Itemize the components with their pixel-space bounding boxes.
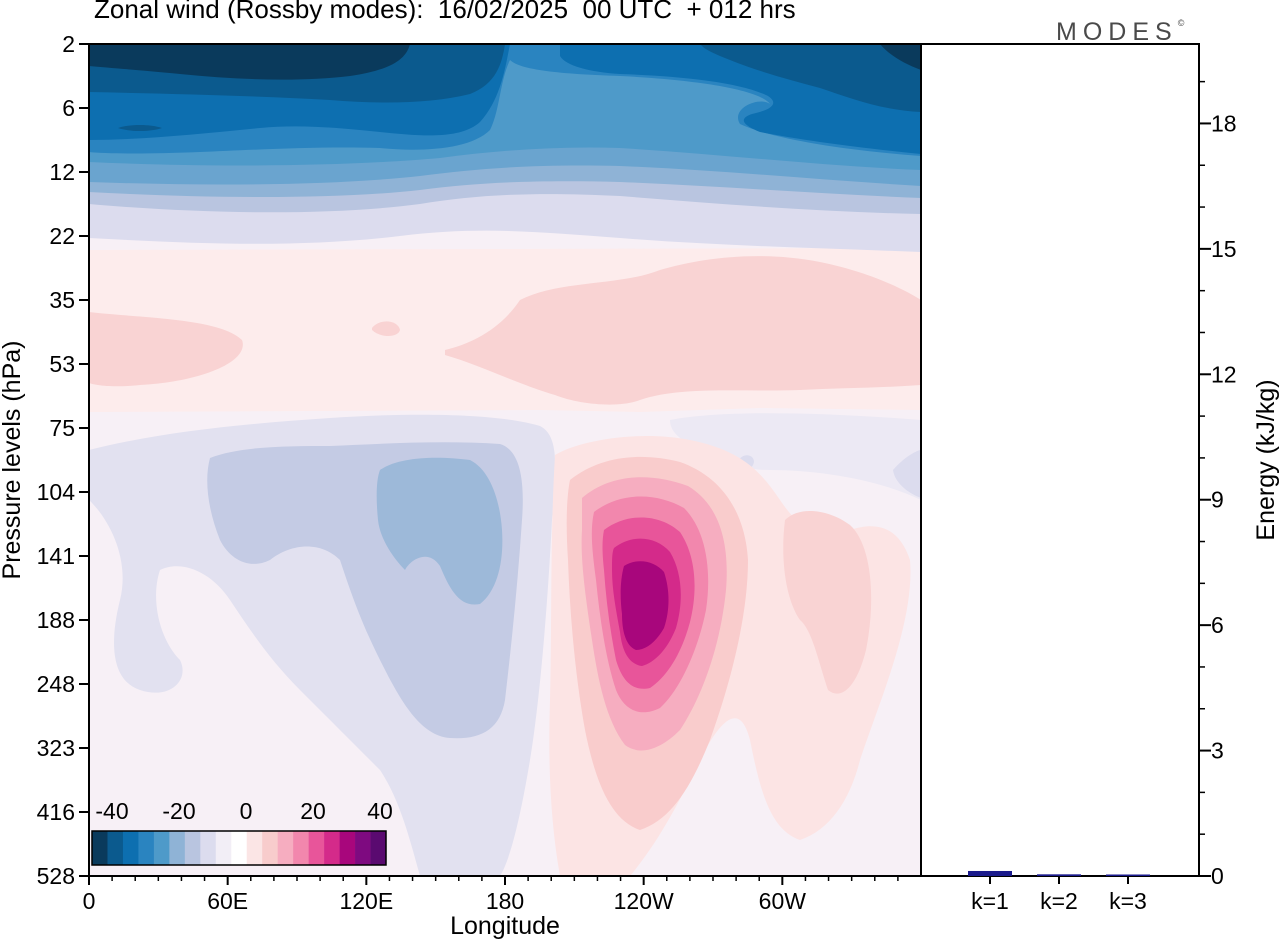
- y-tick-label: 2: [62, 31, 75, 57]
- contour-lavender-edge: [893, 450, 921, 498]
- contour-blue-level-9b: [880, 44, 921, 70]
- colorbar-swatch: [138, 831, 155, 865]
- contour-jet-east-patch: [783, 510, 872, 694]
- colorbar-swatch: [277, 831, 294, 865]
- energy-y-axis: 0 3 6 9 12 15 18: [1199, 80, 1237, 889]
- contour-jet-core: [620, 561, 669, 650]
- x-tick-label: 60E: [207, 888, 248, 914]
- energy-bar: [1106, 874, 1150, 876]
- contour-lavender-east: [670, 413, 921, 500]
- energy-tick-label: 18: [1211, 110, 1237, 136]
- y-tick-label: 323: [37, 735, 75, 761]
- y-tick-label: 35: [49, 287, 75, 313]
- colorbar-swatch: [107, 831, 124, 865]
- chart-title: Zonal wind (Rossby modes): 16/02/2025 00…: [94, 0, 796, 24]
- x-tick-label: 60W: [759, 888, 807, 914]
- energy-tick-label: 12: [1211, 361, 1237, 387]
- y-tick-label: 75: [49, 415, 75, 441]
- colorbar-swatch: [231, 831, 248, 865]
- x-tick-label: 120E: [339, 888, 393, 914]
- y-tick-label: 53: [49, 351, 75, 377]
- colorbar-tick-label: 40: [367, 798, 393, 824]
- x-tick-label: 120W: [614, 888, 674, 914]
- y-tick-label: 141: [37, 543, 75, 569]
- colorbar-swatch: [324, 831, 340, 865]
- contour-blue-streak: [118, 125, 162, 131]
- energy-bar: [968, 870, 1012, 876]
- y-tick-label: 22: [49, 223, 75, 249]
- colorbar-swatch: [153, 831, 170, 865]
- y-axis: 2 6 12 22 35 53 75 104 141 188 248 323 416 528: [37, 31, 89, 889]
- energy-panel-frame: [920, 43, 1200, 877]
- modes-logo: MODES©: [1056, 18, 1184, 47]
- y-tick-label: 12: [49, 159, 75, 185]
- contour-steelblue-region: [376, 457, 503, 605]
- colorbar-tick-labels: -40 -20 0 20 40: [95, 798, 392, 824]
- energy-category-label: k=2: [1040, 888, 1078, 914]
- x-axis-label: Longitude: [450, 912, 560, 940]
- colorbar-swatch: [200, 831, 217, 865]
- colorbar-swatch: [92, 831, 108, 865]
- colorbar-swatch: [246, 831, 263, 865]
- energy-category-label: k=3: [1109, 888, 1147, 914]
- energy-category-label: k=1: [971, 888, 1009, 914]
- y-tick-label: 416: [37, 799, 75, 825]
- y-tick-label: 248: [37, 671, 75, 697]
- energy-tick-label: 3: [1211, 738, 1224, 764]
- colorbar-swatch: [308, 831, 325, 865]
- contour-field: [89, 44, 921, 876]
- brand-name: MODES: [1056, 18, 1178, 46]
- contour-pink-blob: [372, 321, 400, 336]
- energy-tick-label: 0: [1211, 863, 1224, 889]
- colorbar: [91, 830, 387, 866]
- x-tick-label: 180: [486, 888, 524, 914]
- energy-tick-label: 6: [1211, 612, 1224, 638]
- colorbar-tick-label: -40: [95, 798, 128, 824]
- x-tick-label: 0: [83, 888, 96, 914]
- y-tick-label: 528: [37, 863, 75, 889]
- colorbar-swatch: [169, 831, 186, 865]
- contour-blue-level-8b: [700, 44, 921, 112]
- colorbar-tick-label: 0: [240, 798, 253, 824]
- colorbar-swatch: [184, 831, 201, 865]
- y-tick-label: 6: [62, 95, 75, 121]
- colorbar-swatch: [370, 831, 387, 865]
- colorbar-tick-label: -20: [162, 798, 195, 824]
- y-tick-label: 104: [37, 479, 76, 505]
- contour-blue-level-9: [89, 44, 410, 80]
- colorbar-swatch: [355, 831, 371, 865]
- energy-x-axis: k=1 k=2 k=3: [971, 876, 1147, 914]
- energy-bars: [968, 870, 1150, 876]
- copyright-mark: ©: [1177, 18, 1185, 28]
- energy-axis-label: Energy (kJ/kg): [1252, 379, 1280, 540]
- y-tick-label: 188: [37, 607, 75, 633]
- colorbar-tick-label: 20: [300, 798, 326, 824]
- x-axis: 0 60E 120E 180 120W 60W: [83, 876, 899, 914]
- energy-bar: [1037, 874, 1081, 876]
- colorbar-swatch: [215, 831, 232, 865]
- energy-tick-label: 15: [1211, 236, 1237, 262]
- contour-pink-patch-west: [89, 312, 243, 387]
- colorbar-swatch: [339, 831, 356, 865]
- colorbar-swatch: [122, 831, 139, 865]
- energy-tick-label: 9: [1211, 487, 1224, 513]
- contour-pink-patch-east: [445, 256, 921, 405]
- colorbar-frame: [91, 830, 387, 866]
- colorbar-swatch: [262, 831, 278, 865]
- colorbar-swatch: [293, 831, 309, 865]
- y-axis-label: Pressure levels (hPa): [0, 341, 26, 580]
